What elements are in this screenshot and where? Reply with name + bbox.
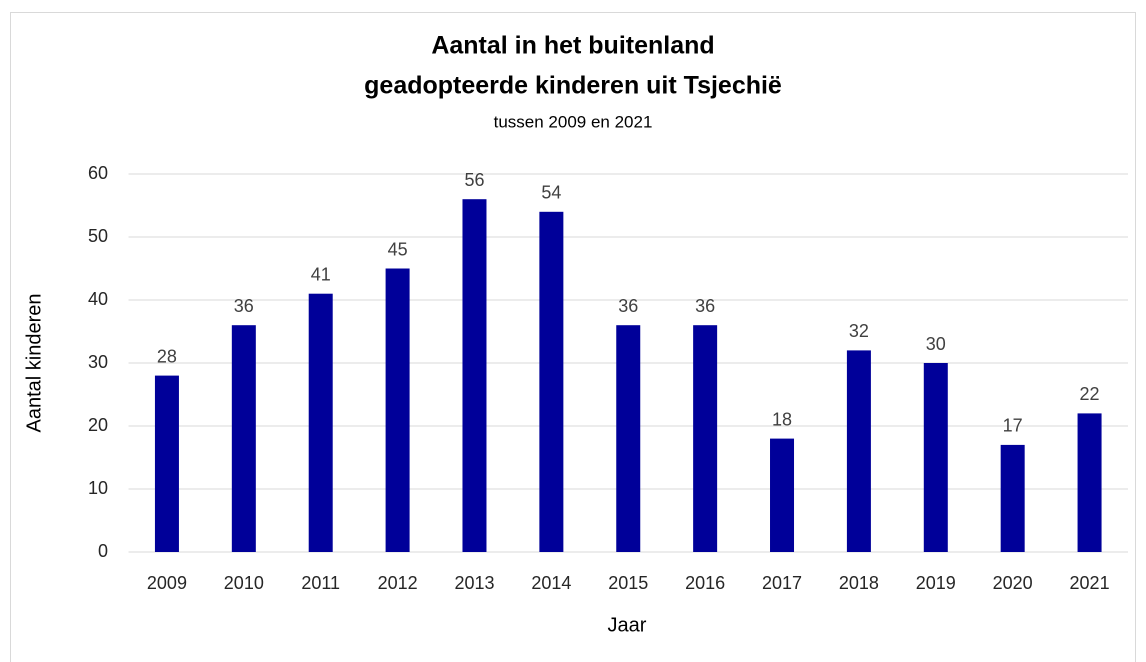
- y-tick-label: 10: [88, 478, 108, 498]
- data-label: 36: [618, 296, 638, 316]
- bar: [385, 268, 410, 552]
- data-label: 56: [464, 170, 484, 190]
- bar: [1000, 444, 1025, 552]
- x-tick-label: 2013: [454, 573, 494, 593]
- bar: [770, 438, 795, 552]
- x-tick-label: 2019: [916, 573, 956, 593]
- y-axis-title: Aantal kinderen: [23, 294, 45, 433]
- bar: [846, 350, 871, 552]
- bar: [308, 293, 333, 552]
- bar: [539, 211, 564, 553]
- x-tick-label: 2012: [378, 573, 418, 593]
- chart-border: [10, 12, 1136, 662]
- data-label: 41: [311, 264, 331, 284]
- data-label: 28: [157, 346, 177, 366]
- bar: [231, 325, 256, 552]
- x-axis-title: Jaar: [608, 614, 647, 636]
- data-label: 22: [1080, 384, 1100, 404]
- y-tick-label: 60: [88, 163, 108, 183]
- x-tick-label: 2018: [839, 573, 879, 593]
- x-tick-label: 2014: [531, 573, 571, 593]
- data-label: 36: [234, 296, 254, 316]
- bar: [616, 325, 641, 552]
- data-label: 32: [849, 321, 869, 341]
- chart-subtitle: tussen 2009 en 2021: [494, 112, 653, 131]
- bar: [462, 199, 487, 552]
- data-label: 54: [541, 183, 561, 203]
- bar: [693, 325, 718, 552]
- bar: [923, 363, 948, 552]
- data-label: 30: [926, 334, 946, 354]
- y-tick-label: 40: [88, 289, 108, 309]
- x-tick-label: 2009: [147, 573, 187, 593]
- data-label: 45: [388, 239, 408, 259]
- y-tick-label: 50: [88, 226, 108, 246]
- x-tick-label: 2017: [762, 573, 802, 593]
- x-tick-label: 2021: [1070, 573, 1110, 593]
- y-tick-label: 0: [98, 541, 108, 561]
- data-label: 18: [772, 409, 792, 429]
- bar: [154, 375, 179, 552]
- data-label: 17: [1003, 416, 1023, 436]
- data-label: 36: [695, 296, 715, 316]
- x-tick-label: 2015: [608, 573, 648, 593]
- chart-title: Aantal in het buitenland: [431, 32, 714, 60]
- bar: [1077, 413, 1102, 552]
- x-tick-label: 2020: [993, 573, 1033, 593]
- chart-title: geadopteerde kinderen uit Tsjechië: [364, 72, 782, 100]
- x-tick-label: 2011: [301, 573, 340, 593]
- y-tick-label: 20: [88, 415, 108, 435]
- y-tick-label: 30: [88, 352, 108, 372]
- x-tick-label: 2016: [685, 573, 725, 593]
- x-tick-label: 2010: [224, 573, 264, 593]
